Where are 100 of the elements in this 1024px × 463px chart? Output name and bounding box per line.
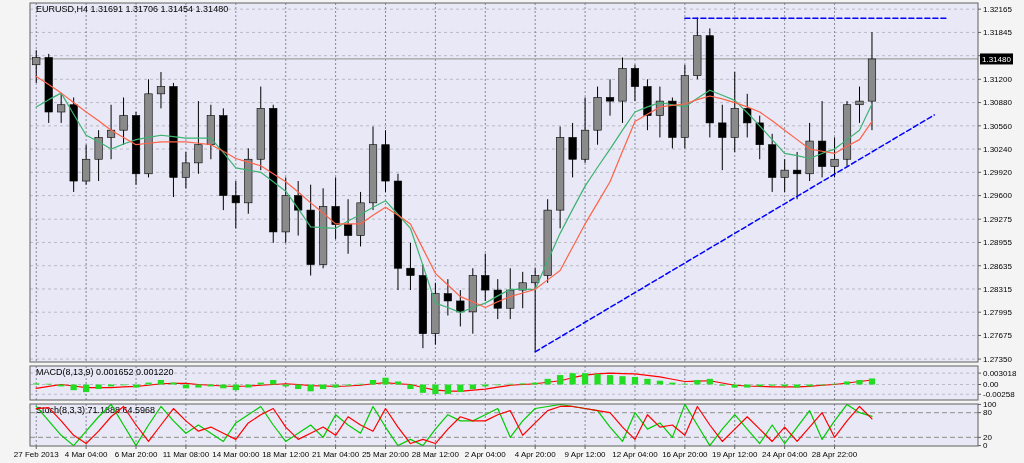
y-tick-label: 1.28315 [983,284,1013,294]
candlestick [506,267,515,320]
y-tick-label: 0.003018 [983,368,1017,378]
bar [744,384,751,388]
chart-title: MACD(8,13,9) 0.001652 0.001220 [36,367,174,377]
chart-title: EURUSD,H4 1.31691 1.31706 1.31454 1.31480 [36,4,229,14]
bar [644,378,651,385]
x-tick-label: 14 Mar 00:00 [212,450,260,459]
bar [706,378,713,385]
y-tick-label: 1.32165 [983,4,1013,14]
candlestick [107,104,116,160]
bar [432,384,439,394]
bar [157,379,165,385]
bar [557,375,564,385]
bar [95,384,102,390]
candlestick [94,129,103,182]
candlestick [456,289,465,327]
y-tick-label: 1.27350 [983,354,1013,364]
candlestick [344,198,353,255]
y-tick-label: 80 [983,408,993,418]
candlestick [294,180,303,237]
y-tick-label: -0.00258 [983,390,1016,400]
bar [270,379,277,385]
candlestick [780,158,789,193]
candlestick [406,242,415,291]
y-tick-label: 0 [983,441,988,451]
x-tick-label: 21 Mar 04:00 [312,450,360,459]
candlestick [830,136,839,178]
x-tick-label: 6 Mar 20:00 [114,450,158,459]
bar [407,384,414,390]
y-tick-label: 1.27675 [983,331,1013,341]
candlestick [119,96,128,146]
bar [195,384,202,388]
candlestick [605,78,615,117]
candlestick [630,64,640,102]
bar [606,375,614,385]
y-tick-label: 100 [983,400,997,410]
candlestick [755,115,764,160]
x-tick-label: 4 Apr 20:00 [514,450,557,459]
candlestick [481,253,490,302]
y-tick-label: 1.28635 [983,261,1013,271]
bar [419,384,427,393]
bar [594,373,601,385]
candlestick [855,86,864,124]
bar [619,376,626,385]
bar [369,379,377,385]
x-tick-label: 28 Mar 12:00 [411,450,460,459]
candlestick [181,151,190,189]
candlestick [331,176,340,240]
bar [868,378,876,385]
bar [544,378,551,385]
y-tick-label: 1.29920 [983,168,1013,178]
bar [245,384,252,388]
candlestick [531,267,540,353]
bar [731,384,738,388]
x-tick-label: 4 Mar 04:00 [64,450,109,459]
bar [794,384,801,388]
candlestick [231,180,240,229]
bar [656,380,664,385]
bar [856,379,863,385]
bar [382,377,389,385]
candlestick [156,71,166,109]
x-tick-label: 12 Apr 04:00 [612,450,659,459]
bar [569,373,576,385]
x-tick-label: 27 Feb 2013 [13,450,60,459]
y-tick-label: 20 [983,433,993,443]
candlestick [518,271,527,309]
x-tick-label: 11 Mar 08:00 [162,450,210,459]
x-tick-label: 25 Mar 20:00 [361,450,410,459]
candlestick [194,100,203,175]
y-tick-label: 1.30240 [983,144,1013,154]
bar [132,384,140,388]
y-tick-label: 1.30880 [983,98,1013,108]
candlestick [568,122,577,178]
x-tick-label: 9 Apr 12:00 [564,450,607,459]
y-tick-label: 1.29600 [983,191,1013,201]
y-tick-label: 1.29275 [983,215,1013,224]
bar [631,376,639,385]
bar [332,384,339,388]
y-tick-label: 1.27995 [983,308,1013,318]
x-tick-label: 24 Apr 04:00 [761,450,808,459]
candlestick [82,144,91,186]
y-tick-label: 1.31200 [983,75,1013,85]
y-tick-label: 0.00 [983,380,1000,390]
x-tick-label: 2 Apr 04:00 [464,450,507,459]
x-tick-label: 28 Apr 22:00 [811,450,858,459]
candlestick [718,104,727,171]
candlestick [793,151,802,200]
x-tick-label: 18 Mar 12:00 [262,450,310,459]
y-tick-label: 1.30560 [983,121,1013,131]
bar [843,381,851,385]
x-tick-label: 19 Apr 12:00 [712,450,758,459]
bar [394,381,402,385]
candlestick [57,93,66,124]
candlestick [443,278,452,316]
bar [581,373,589,385]
x-tick-label: 16 Apr 20:00 [662,450,709,459]
bar [444,384,451,394]
candlestick [32,49,41,84]
y-tick-label: 1.28955 [983,238,1013,248]
